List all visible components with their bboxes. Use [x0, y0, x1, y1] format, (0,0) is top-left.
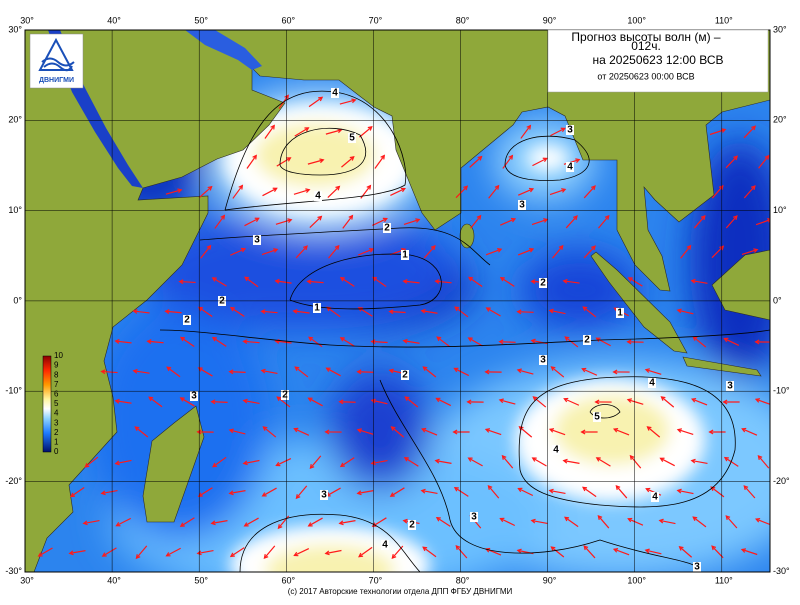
legend-label: 2 [54, 428, 59, 437]
lat-label: 0° [773, 295, 782, 305]
contour-label: 4 [332, 88, 338, 99]
lon-label: 100° [627, 575, 646, 585]
lon-label: 110° [715, 15, 733, 25]
arrow-shaft [518, 312, 534, 313]
legend-label: 8 [54, 370, 59, 379]
lat-label: 30° [773, 24, 787, 34]
lon-label: 60° [281, 575, 295, 585]
contour-label: 3 [694, 562, 700, 573]
header-line: на 20250623 12:00 ВСВ [593, 53, 724, 67]
contour-label: 2 [384, 223, 390, 234]
contour-label: 3 [321, 490, 327, 501]
lat-label: -20° [773, 476, 790, 486]
contour-label: 2 [402, 370, 408, 381]
contour-label: 4 [567, 162, 573, 173]
contour-label: 1 [617, 308, 623, 319]
lon-label: 40° [107, 575, 121, 585]
header: Прогноз высоты волн (м) – 012ч. на 20250… [548, 30, 768, 92]
legend-label: 4 [54, 409, 59, 418]
legend-label: 6 [54, 390, 59, 399]
color-bar [43, 356, 51, 452]
lon-label: 30° [20, 575, 34, 585]
contour-label: 5 [594, 412, 600, 423]
contour-label: 1 [402, 250, 408, 261]
lon-label: 50° [194, 15, 208, 25]
contour-label: 2 [540, 278, 546, 289]
lon-label: 30° [20, 15, 34, 25]
lon-label: 60° [281, 15, 295, 25]
contour-label: 3 [567, 125, 573, 136]
contour-label: 5 [349, 133, 355, 144]
lon-label: 50° [194, 575, 208, 585]
contour-label: 1 [314, 303, 320, 314]
lon-label: 40° [107, 15, 121, 25]
header-line: от 20250623 00:00 ВСВ [597, 71, 694, 81]
contour-label: 3 [727, 381, 733, 392]
lon-label: 110° [715, 575, 733, 585]
lat-label: -10° [773, 386, 790, 396]
lat-label: 10° [773, 205, 787, 215]
contour-label: 2 [584, 335, 590, 346]
arrow-shaft [230, 372, 246, 373]
contour-label: 4 [315, 191, 321, 202]
arrow-shaft [180, 282, 196, 283]
logo-label: ДВНИГМИ [39, 77, 74, 84]
lat-label: -30° [5, 566, 22, 576]
lat-label: 0° [13, 295, 22, 305]
contour-label: 4 [649, 378, 655, 389]
lon-label: 70° [369, 15, 383, 25]
lat-label: -30° [773, 566, 790, 576]
legend-label: 0 [54, 447, 59, 456]
footer: (c) 2017 Авторские технологии отдела ДПП… [288, 587, 513, 596]
contour-label: 4 [652, 492, 658, 503]
contour-label: 3 [540, 355, 546, 366]
legend-label: 3 [54, 418, 59, 427]
lon-label: 70° [369, 575, 383, 585]
contour-label: 2 [409, 520, 415, 531]
legend-label: 5 [54, 399, 59, 408]
legend-label: 9 [54, 361, 59, 370]
contour-label: 4 [382, 540, 388, 551]
legend-label: 1 [54, 438, 59, 447]
lat-label: 30° [8, 24, 22, 34]
contour-label: 3 [471, 512, 477, 523]
header-line: 012ч. [631, 39, 661, 53]
arrow-shaft [500, 342, 516, 343]
contour-label: 3 [191, 391, 197, 402]
lon-label: 90° [543, 15, 557, 25]
lat-label: 20° [773, 115, 787, 125]
lon-label: 80° [456, 15, 470, 25]
contour-label: 4 [553, 445, 559, 456]
contour-label: 3 [254, 235, 260, 246]
lat-label: 10° [8, 205, 22, 215]
contour-label: 2 [184, 315, 190, 326]
lon-label: 80° [456, 575, 470, 585]
lon-label: 100° [627, 15, 646, 25]
logo: ДВНИГМИ [30, 34, 83, 88]
lat-label: 20° [8, 115, 22, 125]
contour-label: 3 [519, 200, 525, 211]
lat-label: -20° [5, 476, 22, 486]
lat-label: -10° [5, 386, 22, 396]
arrow-shaft [212, 402, 228, 403]
legend-label: 10 [54, 351, 63, 360]
lon-label: 90° [543, 575, 557, 585]
legend-label: 7 [54, 380, 59, 389]
